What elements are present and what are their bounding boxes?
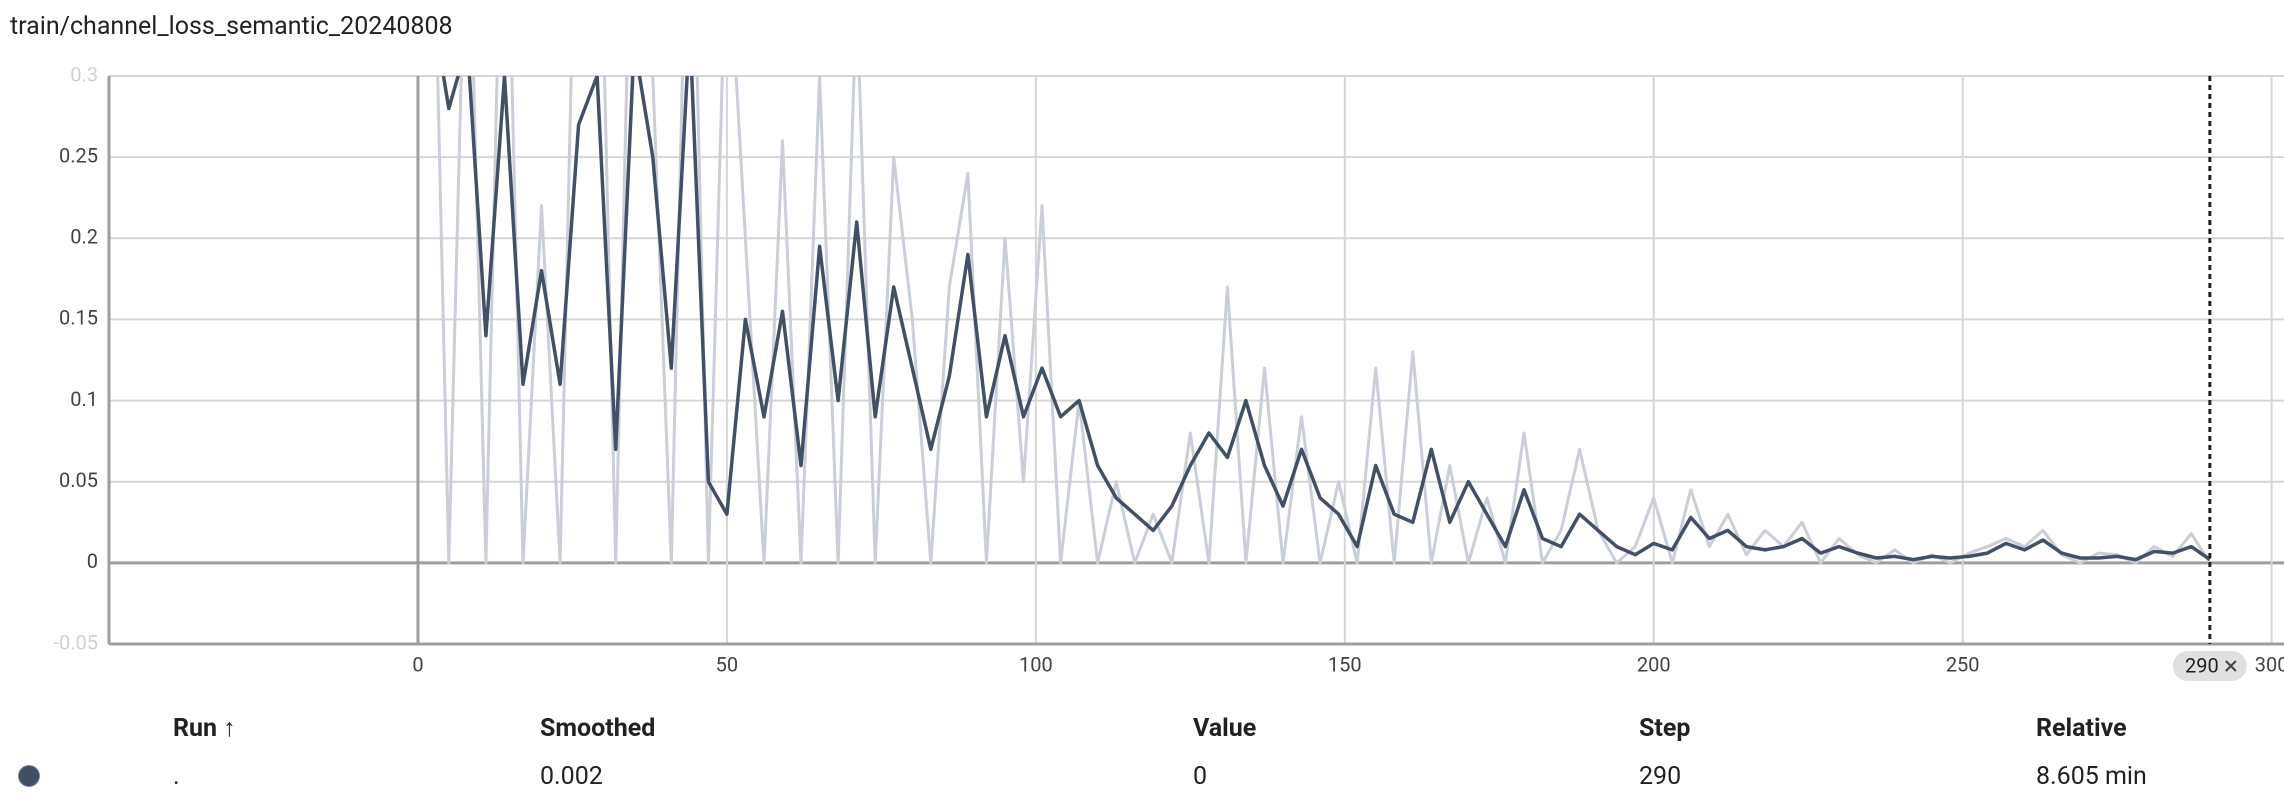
run-color[interactable] xyxy=(18,765,40,787)
header-relative[interactable]: Relative xyxy=(2036,714,2127,743)
y-tick-label: 0.2 xyxy=(70,225,98,249)
chart-title: train/channel_loss_semantic_20240808 xyxy=(10,12,453,41)
x-tick-label: 100 xyxy=(1019,652,1053,676)
relative-cell: 8.605 min xyxy=(2036,762,2147,791)
header-value[interactable]: Value xyxy=(1193,714,1257,743)
x-tick-label: 250 xyxy=(1946,652,1980,676)
y-tick-label: 0.05 xyxy=(59,468,98,492)
step-cell: 290 xyxy=(1639,762,1682,791)
smoothed-cell: 0.002 xyxy=(540,762,603,791)
header-step[interactable]: Step xyxy=(1639,714,1691,743)
y-tick-label: -0.05 xyxy=(53,630,98,654)
series-line xyxy=(436,76,2212,565)
axis-labels: -0.05 0 0.05 0.1 0.15 0.2 0.25 0.3 0 50 100 150 200 2… xyxy=(53,62,2284,681)
plot-area xyxy=(436,76,2212,565)
series-line xyxy=(441,76,2211,562)
y-tick-label: 0.1 xyxy=(70,387,98,411)
header-run[interactable]: Run ↑ xyxy=(173,714,236,743)
cursor-badge xyxy=(2172,651,2247,681)
header-smoothed[interactable]: Smoothed xyxy=(540,714,656,743)
value-cell: 0 xyxy=(1193,762,1208,791)
x-tick-label: 200 xyxy=(1637,652,1671,676)
x-tick-label: 0 xyxy=(412,652,423,676)
cursor-step: 290 xyxy=(2185,653,2219,677)
y-tick-label: 0.15 xyxy=(59,306,98,330)
run-name: . xyxy=(173,762,180,791)
data-table: Run ↑ Smoothed Value Step Relative . 0.0… xyxy=(0,700,2284,798)
y-tick-label: 0.25 xyxy=(59,143,98,167)
x-tick-label: 50 xyxy=(716,652,738,676)
y-tick-label: 0.3 xyxy=(70,62,98,86)
cursor-close xyxy=(2225,660,2237,672)
y-tick-label: 0 xyxy=(87,549,98,573)
x-tick-label: 150 xyxy=(1328,652,1362,676)
x-tick-label: 300 xyxy=(2255,652,2284,676)
chart: -0.05 0 0.05 0.1 0.15 0.2 0.25 0.3 0 50 100 150 200 2… xyxy=(53,62,2284,681)
